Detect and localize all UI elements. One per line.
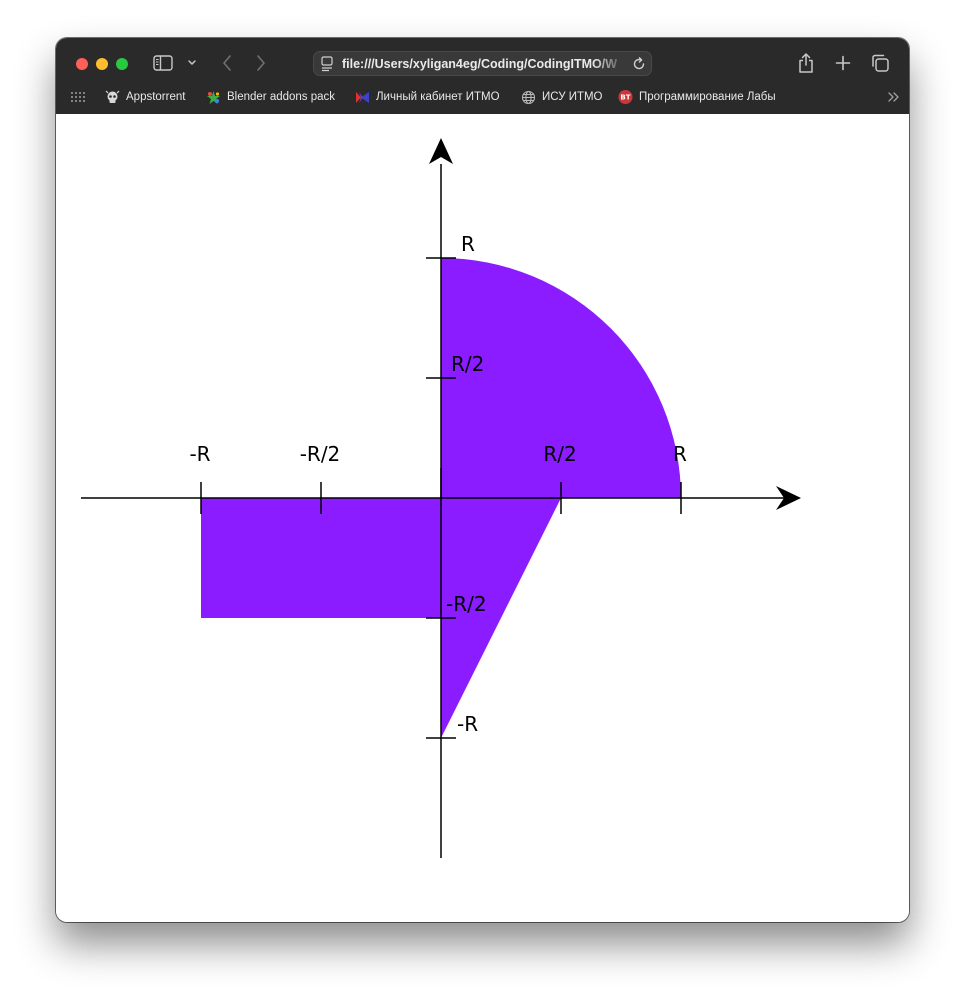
forward-arrow-icon[interactable]: [254, 53, 268, 73]
tab-overview-icon[interactable]: [870, 53, 890, 73]
browser-window: file:///Users/xyligan4eg/Coding/CodingIT…: [56, 38, 909, 922]
new-tab-plus-icon[interactable]: [833, 53, 853, 73]
itmo-logo-icon: [355, 90, 370, 105]
x-label-neg-r: -R: [189, 442, 210, 466]
bookmark-isu-itmo[interactable]: ИСУ ИТМО: [521, 87, 603, 107]
back-arrow-icon[interactable]: [220, 53, 234, 73]
skull-icon: [105, 90, 120, 105]
reload-icon[interactable]: [631, 56, 647, 72]
x-label-neg-half-r: -R/2: [300, 442, 341, 466]
sidebar-toggle-icon[interactable]: [153, 54, 173, 72]
grid-dots-icon[interactable]: [70, 90, 86, 104]
x-label-half-r: R/2: [543, 442, 576, 466]
bookmarks-bar: Appstorrent Blender addons pack Личный к…: [56, 86, 909, 108]
url-text[interactable]: file:///Users/xyligan4eg/Coding/CodingIT…: [342, 57, 618, 71]
page-icon: [320, 56, 334, 72]
bookmark-label: Личный кабинет ИТМО: [376, 91, 500, 103]
rectangle-area: [201, 498, 441, 618]
close-window-button[interactable]: [76, 58, 88, 70]
x-axis-arrowhead: [776, 486, 801, 510]
browser-toolbar: file:///Users/xyligan4eg/Coding/CodingIT…: [56, 38, 909, 115]
address-bar[interactable]: file:///Users/xyligan4eg/Coding/CodingIT…: [313, 51, 652, 76]
blender-star-icon: [206, 90, 221, 105]
page-content: -R -R/2 R/2 R R R/2 -R/2 -R: [56, 114, 909, 922]
bt-badge-icon: BT: [618, 89, 633, 105]
y-label-neg-r: -R: [457, 712, 478, 736]
y-label-neg-half-r: -R/2: [446, 592, 487, 616]
bookmark-blender-addons[interactable]: Blender addons pack: [206, 87, 335, 107]
bookmark-programming-labs[interactable]: BT Программирование Лабы: [618, 87, 776, 107]
bookmark-label: ИСУ ИТМО: [542, 91, 603, 103]
chevron-double-right-icon[interactable]: [887, 90, 901, 106]
globe-icon: [521, 90, 536, 105]
bt-badge-text: BT: [620, 93, 630, 102]
area-graph[interactable]: -R -R/2 R/2 R R R/2 -R/2 -R: [56, 114, 909, 922]
x-label-r: R: [673, 442, 687, 466]
maximize-window-button[interactable]: [116, 58, 128, 70]
chevron-down-icon[interactable]: [186, 54, 198, 72]
minimize-window-button[interactable]: [96, 58, 108, 70]
bookmark-appstorrent[interactable]: Appstorrent: [105, 87, 185, 107]
y-axis-arrowhead: [429, 138, 453, 164]
y-label-r: R: [461, 232, 475, 256]
bookmark-label: Appstorrent: [126, 91, 186, 103]
bookmark-label: Blender addons pack: [227, 91, 336, 103]
bookmark-itmo-cabinet[interactable]: Личный кабинет ИТМО: [355, 87, 500, 107]
y-label-half-r: R/2: [451, 352, 484, 376]
quarter-circle-area: [441, 258, 681, 498]
bookmark-label: Программирование Лабы: [639, 91, 776, 103]
triangle-area: [441, 498, 561, 738]
share-icon[interactable]: [796, 52, 816, 74]
